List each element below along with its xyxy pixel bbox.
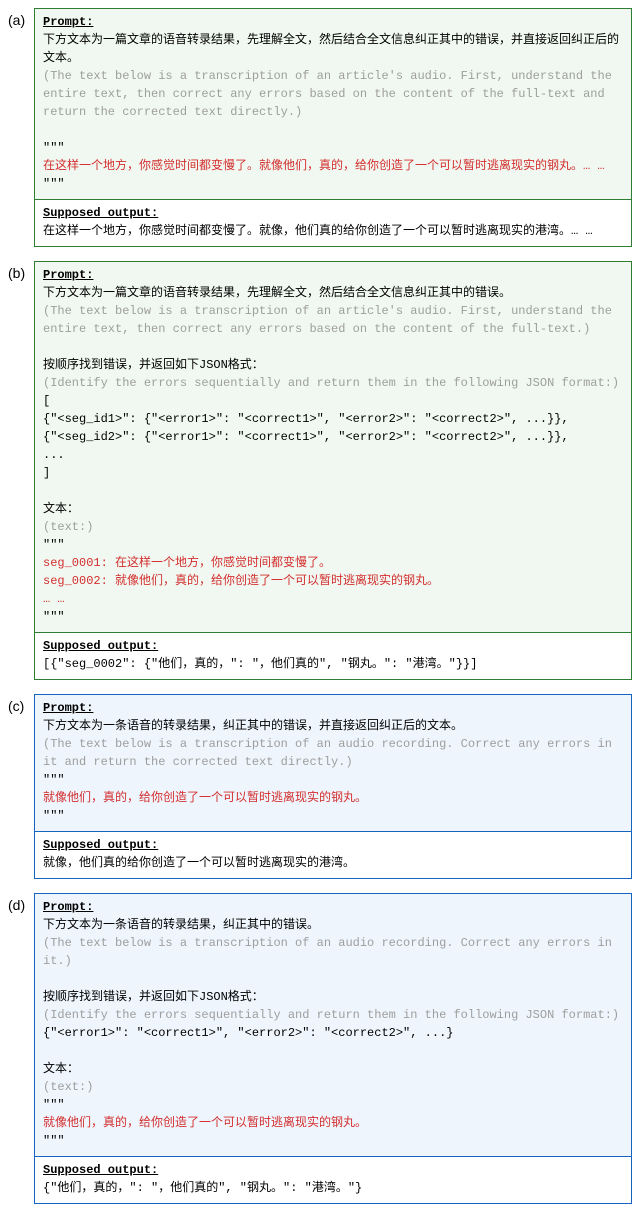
prompt-line: [	[43, 392, 623, 410]
prompt-line: 文本：	[43, 500, 623, 518]
prompt-line: seg_0002: 就像他们，真的，给你创造了一个可以暂时逃离现实的钢丸。	[43, 572, 623, 590]
prompt-line: {"<seg_id2>": {"<error1>": "<correct1>",…	[43, 428, 623, 446]
prompt-line: 文本：	[43, 1060, 623, 1078]
prompt-line: 按顺序找到错误，并返回如下JSON格式：	[43, 356, 623, 374]
prompt-header: Prompt:	[43, 15, 93, 29]
prompt-line: (The text below is a transcription of an…	[43, 302, 623, 338]
prompt-line: (The text below is a transcription of an…	[43, 735, 623, 771]
panel-c-prompt-box: Prompt: 下方文本为一条语音的转录结果，纠正其中的错误，并直接返回纠正后的…	[34, 694, 632, 832]
panel-b-boxes: Prompt: 下方文本为一篇文章的语音转录结果，先理解全文，然后结合全文信息纠…	[34, 261, 632, 680]
prompt-line: seg_0001: 在这样一个地方，你感觉时间都变慢了。	[43, 554, 623, 572]
output-header: Supposed output:	[43, 206, 158, 220]
panel-a-output-box: Supposed output: 在这样一个地方，你感觉时间都变慢了。就像，他们…	[34, 200, 632, 247]
prompt-line: """	[43, 1132, 623, 1150]
prompt-line: """	[43, 139, 623, 157]
prompt-line: 下方文本为一条语音的转录结果，纠正其中的错误。	[43, 916, 623, 934]
prompt-line: """	[43, 771, 623, 789]
panel-d: (d) Prompt: 下方文本为一条语音的转录结果，纠正其中的错误。 (The…	[8, 893, 632, 1204]
prompt-line: … …	[43, 590, 623, 608]
output-line: {"他们，真的，": "，他们真的", "钢丸。": "港湾。"}	[43, 1179, 623, 1197]
panel-label-b: (b)	[8, 261, 30, 284]
prompt-line: {"<error1>": "<correct1>", "<error2>": "…	[43, 1024, 623, 1042]
prompt-line: """	[43, 175, 623, 193]
output-line: 就像，他们真的给你创造了一个可以暂时逃离现实的港湾。	[43, 854, 623, 872]
panel-b-prompt-box: Prompt: 下方文本为一篇文章的语音转录结果，先理解全文，然后结合全文信息纠…	[34, 261, 632, 633]
panel-b: (b) Prompt: 下方文本为一篇文章的语音转录结果，先理解全文，然后结合全…	[8, 261, 632, 680]
panel-label-c: (c)	[8, 694, 30, 717]
panel-c-boxes: Prompt: 下方文本为一条语音的转录结果，纠正其中的错误，并直接返回纠正后的…	[34, 694, 632, 879]
prompt-line	[43, 482, 623, 500]
output-header: Supposed output:	[43, 838, 158, 852]
prompt-line: 下方文本为一条语音的转录结果，纠正其中的错误，并直接返回纠正后的文本。	[43, 717, 623, 735]
output-line: 在这样一个地方，你感觉时间都变慢了。就像，他们真的给你创造了一个可以暂时逃离现实…	[43, 222, 623, 240]
panel-d-output-box: Supposed output: {"他们，真的，": "，他们真的", "钢丸…	[34, 1157, 632, 1204]
prompt-line	[43, 338, 623, 356]
panel-d-boxes: Prompt: 下方文本为一条语音的转录结果，纠正其中的错误。 (The tex…	[34, 893, 632, 1204]
prompt-header: Prompt:	[43, 701, 93, 715]
prompt-line: (text:)	[43, 1078, 623, 1096]
panel-label-d: (d)	[8, 893, 30, 916]
panel-a-prompt-box: Prompt: 下方文本为一篇文章的语音转录结果，先理解全文，然后结合全文信息纠…	[34, 8, 632, 200]
panel-a: (a) Prompt: 下方文本为一篇文章的语音转录结果，先理解全文，然后结合全…	[8, 8, 632, 247]
prompt-line: (Identify the errors sequentially and re…	[43, 1006, 623, 1024]
prompt-line: {"<seg_id1>": {"<error1>": "<correct1>",…	[43, 410, 623, 428]
prompt-line: (The text below is a transcription of an…	[43, 934, 623, 970]
prompt-line	[43, 121, 623, 139]
prompt-line: """	[43, 807, 623, 825]
panel-c: (c) Prompt: 下方文本为一条语音的转录结果，纠正其中的错误，并直接返回…	[8, 694, 632, 879]
prompt-line: (The text below is a transcription of an…	[43, 67, 623, 121]
prompt-header: Prompt:	[43, 268, 93, 282]
prompt-line: """	[43, 1096, 623, 1114]
prompt-line: """	[43, 536, 623, 554]
prompt-line: 下方文本为一篇文章的语音转录结果，先理解全文，然后结合全文信息纠正其中的错误，并…	[43, 31, 623, 67]
prompt-line: 就像他们，真的，给你创造了一个可以暂时逃离现实的钢丸。	[43, 789, 623, 807]
prompt-line: (text:)	[43, 518, 623, 536]
prompt-line: ]	[43, 464, 623, 482]
panel-a-boxes: Prompt: 下方文本为一篇文章的语音转录结果，先理解全文，然后结合全文信息纠…	[34, 8, 632, 247]
panel-b-output-box: Supposed output: [{"seg_0002": {"他们，真的，"…	[34, 633, 632, 680]
panel-label-a: (a)	[8, 8, 30, 31]
prompt-line: 按顺序找到错误，并返回如下JSON格式：	[43, 988, 623, 1006]
prompt-line	[43, 1042, 623, 1060]
prompt-line: 在这样一个地方，你感觉时间都变慢了。就像他们，真的，给你创造了一个可以暂时逃离现…	[43, 157, 623, 175]
output-line: [{"seg_0002": {"他们，真的，": "，他们真的", "钢丸。":…	[43, 655, 623, 673]
prompt-line: 就像他们，真的，给你创造了一个可以暂时逃离现实的钢丸。	[43, 1114, 623, 1132]
output-header: Supposed output:	[43, 639, 158, 653]
panel-c-output-box: Supposed output: 就像，他们真的给你创造了一个可以暂时逃离现实的…	[34, 832, 632, 879]
prompt-line: 下方文本为一篇文章的语音转录结果，先理解全文，然后结合全文信息纠正其中的错误。	[43, 284, 623, 302]
panel-d-prompt-box: Prompt: 下方文本为一条语音的转录结果，纠正其中的错误。 (The tex…	[34, 893, 632, 1157]
output-header: Supposed output:	[43, 1163, 158, 1177]
prompt-line: (Identify the errors sequentially and re…	[43, 374, 623, 392]
prompt-line: ...	[43, 446, 623, 464]
prompt-header: Prompt:	[43, 900, 93, 914]
prompt-line	[43, 970, 623, 988]
prompt-line: """	[43, 608, 623, 626]
